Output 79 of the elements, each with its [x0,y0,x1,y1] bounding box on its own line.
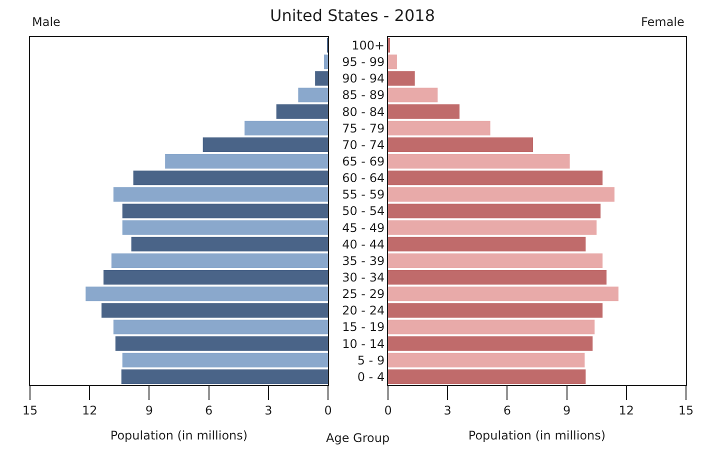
bar [388,253,603,268]
x-tick-label: 6 [204,403,213,418]
y-tick-label: 90 - 94 [342,72,385,86]
y-tick-label: 35 - 39 [342,254,385,268]
y-tick-label: 30 - 34 [342,270,385,284]
y-tick-label: 40 - 44 [342,237,385,252]
y-axis-title: Age Group [326,431,390,445]
x-axis-title: Population (in millions) [110,428,248,442]
y-tick-label: 55 - 59 [342,188,385,202]
x-tick-label: 3 [444,403,452,418]
x-tick-label: 6 [503,403,512,418]
bar [388,369,586,384]
bar [324,54,328,70]
bar [244,120,328,136]
y-tick-label: 100+ [352,38,385,52]
y-tick-label: 65 - 69 [342,154,385,168]
y-tick-label: 75 - 79 [342,121,385,136]
bar [388,187,614,202]
bar [388,71,415,86]
bar [122,220,328,235]
y-tick-label: 85 - 89 [342,88,385,102]
bar [388,120,490,136]
bar [276,104,328,119]
bar [388,336,593,351]
y-tick-label: 0 - 4 [357,370,385,384]
chart-subtitle: Male [32,15,60,29]
x-tick-label: 9 [562,403,571,418]
x-tick-label: 12 [82,403,98,418]
bar [202,137,328,152]
bar [86,286,328,302]
x-tick-label: 15 [678,403,694,418]
bar [133,170,328,186]
y-tick-label: 25 - 29 [342,287,385,302]
bar [104,270,328,285]
bar [102,303,328,318]
y-tick-label: 95 - 99 [342,55,385,70]
bar [115,336,328,351]
bar [388,88,438,102]
bar [111,253,328,268]
bar [388,154,570,169]
y-tick-label: 60 - 64 [342,171,385,186]
bar [388,320,595,334]
x-tick-label: 15 [22,403,38,418]
bar [131,236,328,252]
x-axis-title: Population (in millions) [468,428,606,442]
y-tick-label: 45 - 49 [342,220,385,235]
x-tick-label: 3 [264,403,272,418]
bar [388,104,460,119]
bar [113,187,328,202]
bar [388,54,397,70]
y-tick-label: 15 - 19 [342,320,385,334]
bar [388,137,534,152]
bar [122,204,328,218]
bar [122,352,328,368]
bar [315,71,328,86]
bar [121,369,328,384]
bar [388,220,597,235]
bar [388,352,585,368]
bar [388,270,607,285]
bar [298,88,328,102]
y-tick-label: 20 - 24 [342,304,385,318]
bar [388,170,603,186]
y-tick-label: 10 - 14 [342,336,385,351]
x-tick-label: 9 [145,403,154,418]
bar [113,320,328,334]
y-tick-label: 5 - 9 [357,353,385,368]
y-tick-label: 80 - 84 [342,104,385,119]
bar [388,286,618,302]
y-tick-label: 70 - 74 [342,138,385,152]
y-tick-label: 50 - 54 [342,204,385,218]
x-tick-label: 0 [384,403,392,418]
bar [388,303,603,318]
bar [165,154,328,169]
chart-subtitle: Female [641,15,684,29]
x-tick-label: 12 [618,403,634,418]
bar [388,204,601,218]
bar [388,236,586,252]
x-tick-label: 0 [324,403,332,418]
chart-title: United States - 2018 [270,6,435,25]
